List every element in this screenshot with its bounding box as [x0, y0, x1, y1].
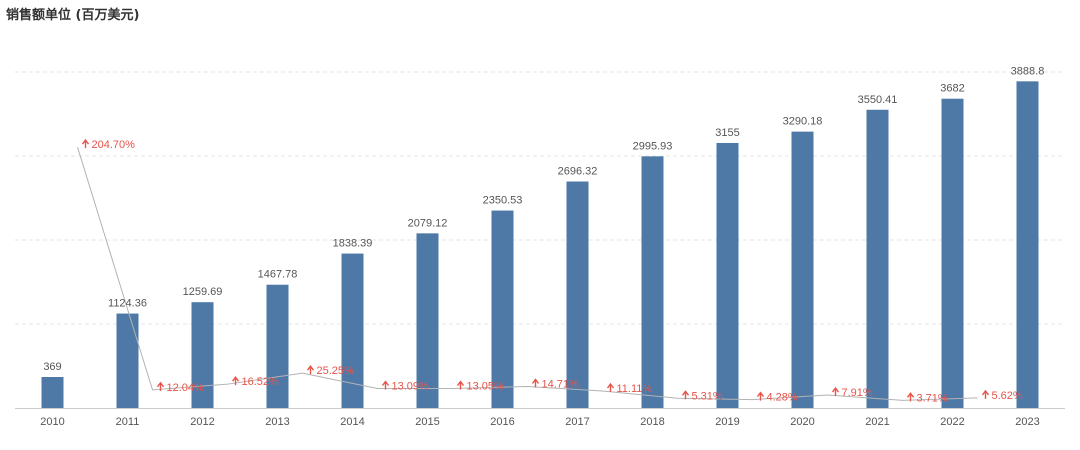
x-tick-2018: 2018 — [640, 416, 664, 428]
data-label-2019: 3155 — [715, 127, 739, 139]
data-label-2011: 1124.36 — [108, 298, 147, 310]
growth-label-2017: 14.71% — [531, 378, 580, 390]
growth-label-text: 4.28% — [767, 392, 798, 404]
data-label-2018: 2995.93 — [633, 140, 673, 152]
bar-2012[interactable] — [191, 302, 214, 408]
x-tick-2017: 2017 — [565, 416, 589, 428]
growth-label-2015: 13.09% — [381, 380, 430, 393]
x-tick-2021: 2021 — [865, 416, 889, 428]
growth-label-text: 25.25% — [317, 365, 355, 377]
data-label-2010: 369 — [43, 361, 61, 373]
bar-2021[interactable] — [866, 109, 889, 408]
bar-2016[interactable] — [491, 210, 514, 408]
growth-label-2014: 25.25% — [306, 365, 355, 377]
bar-2015[interactable] — [416, 233, 439, 408]
bar-2017[interactable] — [566, 181, 589, 408]
bar-2018[interactable] — [641, 156, 664, 408]
growth-label-2011: 204.70% — [81, 138, 136, 151]
x-tick-2014: 2014 — [340, 416, 364, 428]
x-tick-2019: 2019 — [715, 416, 739, 428]
up-arrow-icon — [906, 392, 915, 402]
growth-label-text: 7.91% — [842, 387, 873, 399]
growth-label-2023: 5.62% — [981, 389, 1023, 402]
data-label-2015: 2079.12 — [408, 217, 448, 229]
growth-label-2021: 7.91% — [831, 386, 873, 399]
growth-label-2016: 13.05% — [456, 380, 505, 393]
growth-label-text: 13.05% — [467, 381, 505, 393]
data-label-2012: 1259.69 — [183, 286, 223, 298]
x-tick-2022: 2022 — [940, 416, 964, 428]
data-label-2022: 3682 — [940, 83, 964, 95]
bar-2013[interactable] — [266, 284, 289, 408]
bar-2010[interactable] — [41, 377, 64, 408]
bar-2023[interactable] — [1016, 81, 1039, 409]
x-tick-2023: 2023 — [1015, 416, 1039, 428]
growth-label-2019: 5.31% — [681, 390, 723, 402]
growth-label-text: 5.62% — [992, 390, 1023, 402]
up-arrow-icon — [756, 391, 765, 401]
data-label-2017: 2696.32 — [558, 166, 598, 178]
bar-2011[interactable] — [116, 313, 139, 408]
growth-label-2018: 11.11% — [606, 382, 653, 395]
growth-label-2022: 3.71% — [906, 392, 948, 404]
bar-2022[interactable] — [941, 98, 964, 408]
growth-label-text: 12.04% — [167, 382, 205, 394]
x-tick-2010: 2010 — [40, 416, 64, 428]
up-arrow-icon — [381, 380, 390, 390]
growth-label-text: 14.71% — [542, 378, 580, 390]
x-tick-2012: 2012 — [190, 416, 214, 428]
data-label-2021: 3550.41 — [858, 94, 898, 106]
data-label-2020: 3290.18 — [783, 116, 823, 128]
data-label-2014: 1838.39 — [333, 238, 373, 250]
up-arrow-icon — [231, 376, 240, 386]
data-label-2023: 3888.8 — [1011, 65, 1045, 77]
growth-label-text: 3.71% — [917, 392, 948, 404]
chart-title: 销售额单位 (百万美元) — [6, 8, 140, 23]
up-arrow-icon — [456, 380, 465, 390]
up-arrow-icon — [531, 378, 540, 388]
x-tick-2020: 2020 — [790, 416, 814, 428]
up-arrow-icon — [156, 381, 165, 391]
growth-label-text: 13.09% — [392, 381, 430, 393]
growth-label-text: 11.11% — [617, 383, 653, 395]
data-label-2016: 2350.53 — [483, 195, 523, 207]
growth-label-2020: 4.28% — [756, 391, 798, 404]
bar-2020[interactable] — [791, 131, 814, 408]
data-label-2013: 1467.78 — [258, 269, 298, 281]
x-tick-2011: 2011 — [116, 416, 140, 428]
up-arrow-icon — [606, 382, 615, 393]
x-tick-2013: 2013 — [265, 416, 289, 428]
growth-label-text: 204.70% — [92, 139, 136, 151]
up-arrow-icon — [831, 386, 840, 397]
up-arrow-icon — [981, 389, 990, 399]
x-tick-2015: 2015 — [415, 416, 439, 428]
growth-label-2013: 16.52% — [231, 376, 280, 388]
growth-label-2012: 12.04% — [156, 381, 205, 394]
up-arrow-icon — [681, 390, 690, 400]
bar-2014[interactable] — [341, 253, 364, 408]
growth-label-text: 5.31% — [692, 390, 723, 402]
up-arrow-icon — [81, 138, 90, 149]
growth-label-text: 16.52% — [242, 376, 280, 388]
bar-2019[interactable] — [716, 142, 739, 409]
x-tick-2016: 2016 — [490, 416, 514, 428]
up-arrow-icon — [306, 365, 315, 375]
growth-rate-line — [77, 146, 978, 401]
